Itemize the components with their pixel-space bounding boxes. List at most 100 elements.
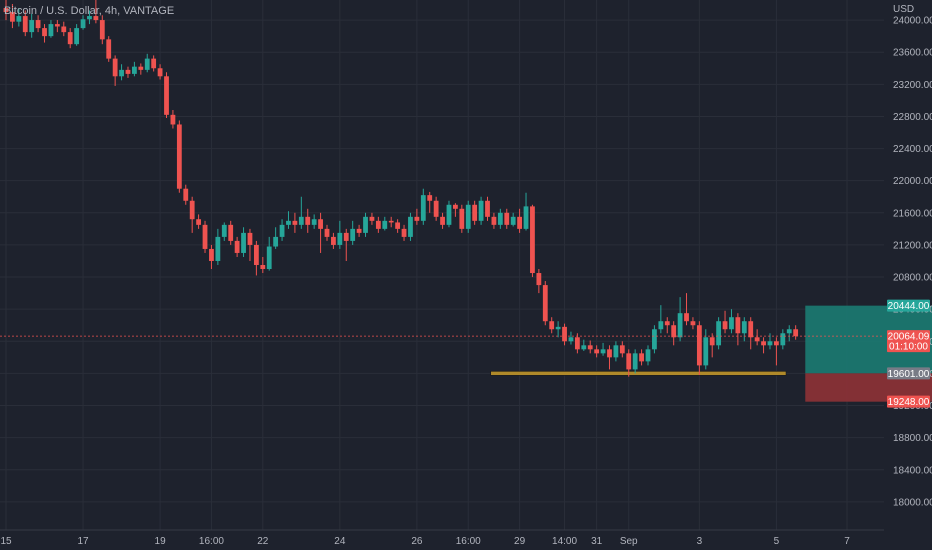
candle-body bbox=[504, 212, 510, 225]
candle-body bbox=[241, 232, 246, 253]
candle-body bbox=[363, 216, 368, 233]
candle-body bbox=[459, 208, 465, 229]
price-tag-label: 20444.00 bbox=[888, 301, 930, 312]
candle-body bbox=[671, 325, 677, 338]
price-tag-label: 19248.00 bbox=[888, 397, 930, 408]
candle-body bbox=[767, 341, 773, 346]
candle-body bbox=[626, 353, 632, 370]
candle-body bbox=[176, 124, 182, 189]
candle-body bbox=[279, 224, 285, 237]
candle-body bbox=[735, 317, 741, 334]
candle-body bbox=[382, 220, 388, 229]
candle-body bbox=[465, 204, 471, 229]
candle-body bbox=[74, 28, 80, 45]
time-tick-label: 26 bbox=[411, 536, 423, 547]
candle-body bbox=[427, 195, 433, 201]
candle-body bbox=[696, 325, 702, 366]
time-tick-label: 24 bbox=[334, 536, 346, 547]
candle-body bbox=[138, 66, 144, 70]
candle-body bbox=[221, 224, 227, 237]
candle-body bbox=[774, 341, 779, 346]
candle-body bbox=[164, 76, 169, 115]
candle-body bbox=[132, 66, 137, 74]
candle-body bbox=[87, 16, 92, 20]
price-tick-label: 21200.00 bbox=[893, 240, 932, 251]
price-tick-label: 18000.00 bbox=[893, 497, 932, 508]
candle-body bbox=[260, 265, 266, 270]
candle-body bbox=[356, 228, 362, 233]
candle-body bbox=[619, 345, 625, 354]
candle-body bbox=[607, 349, 612, 358]
countdown-label: 01:10:00 bbox=[889, 342, 928, 353]
candle-body bbox=[331, 236, 336, 245]
candle-body bbox=[247, 232, 253, 245]
price-tick-label: 18800.00 bbox=[893, 433, 932, 444]
candle-body bbox=[684, 313, 689, 322]
time-tick-label: 17 bbox=[77, 536, 89, 547]
candle-body bbox=[286, 220, 291, 225]
currency-label: USD bbox=[893, 4, 914, 15]
candle-body bbox=[324, 228, 330, 237]
price-tick-label: 22000.00 bbox=[893, 176, 932, 187]
price-tag bbox=[887, 395, 930, 408]
candle-body bbox=[677, 313, 683, 338]
candle-body bbox=[600, 349, 606, 354]
time-tick-label: Sep bbox=[620, 536, 638, 547]
chart-title: Bitcoin / U.S. Dollar, 4h, VANTAGE bbox=[4, 5, 175, 17]
price-tick-label: 24000.00 bbox=[893, 16, 932, 27]
candle-body bbox=[343, 232, 349, 241]
candle-body bbox=[703, 337, 709, 366]
candle-body bbox=[549, 321, 555, 330]
candle-body bbox=[408, 216, 413, 237]
candle-body bbox=[690, 321, 696, 326]
candle-body bbox=[645, 349, 651, 362]
candle-body bbox=[510, 216, 516, 225]
candle-body bbox=[491, 216, 497, 225]
candle-body bbox=[10, 12, 15, 22]
candle-body bbox=[446, 204, 452, 225]
candle-body bbox=[530, 206, 535, 274]
candle-body bbox=[420, 195, 426, 221]
candle-body bbox=[594, 349, 600, 354]
candle-body bbox=[652, 329, 657, 350]
candle-body bbox=[497, 212, 503, 225]
candle-body bbox=[298, 216, 304, 225]
candle-body bbox=[125, 69, 131, 74]
candle-body bbox=[716, 321, 722, 346]
candle-body bbox=[658, 321, 664, 330]
candle-body bbox=[793, 329, 799, 337]
candle-body bbox=[234, 240, 240, 253]
candle-body bbox=[536, 273, 542, 286]
candle-body bbox=[99, 20, 105, 40]
time-tick-label: 16:00 bbox=[199, 536, 224, 547]
price-tag bbox=[887, 299, 930, 312]
candle-body bbox=[202, 224, 208, 249]
candle-body bbox=[112, 58, 118, 77]
candle-body bbox=[542, 285, 548, 322]
candle-body bbox=[523, 206, 529, 229]
candle-body bbox=[664, 321, 670, 326]
candle-body bbox=[228, 224, 234, 241]
price-tag-label: 19601.00 bbox=[888, 369, 930, 380]
candle-body bbox=[786, 329, 792, 334]
candle-body bbox=[440, 216, 445, 225]
time-tick-label: 19 bbox=[155, 536, 167, 547]
candle-body bbox=[613, 345, 619, 358]
candle-body bbox=[35, 20, 41, 29]
candle-body bbox=[189, 200, 195, 220]
candle-body bbox=[485, 200, 490, 217]
time-tick-label: 22 bbox=[257, 536, 269, 547]
candle-body bbox=[388, 220, 394, 223]
price-tick-label: 18400.00 bbox=[893, 465, 932, 476]
candle-body bbox=[80, 19, 86, 29]
time-tick-label: 15 bbox=[0, 536, 12, 547]
candle-body bbox=[587, 345, 593, 350]
price-tag bbox=[887, 367, 930, 380]
candle-body bbox=[748, 321, 754, 338]
time-tick-label: 14:00 bbox=[552, 536, 577, 547]
candle-body bbox=[67, 32, 73, 45]
time-tick-label: 3 bbox=[697, 536, 703, 547]
support-line bbox=[490, 371, 787, 376]
candle-body bbox=[215, 236, 221, 261]
